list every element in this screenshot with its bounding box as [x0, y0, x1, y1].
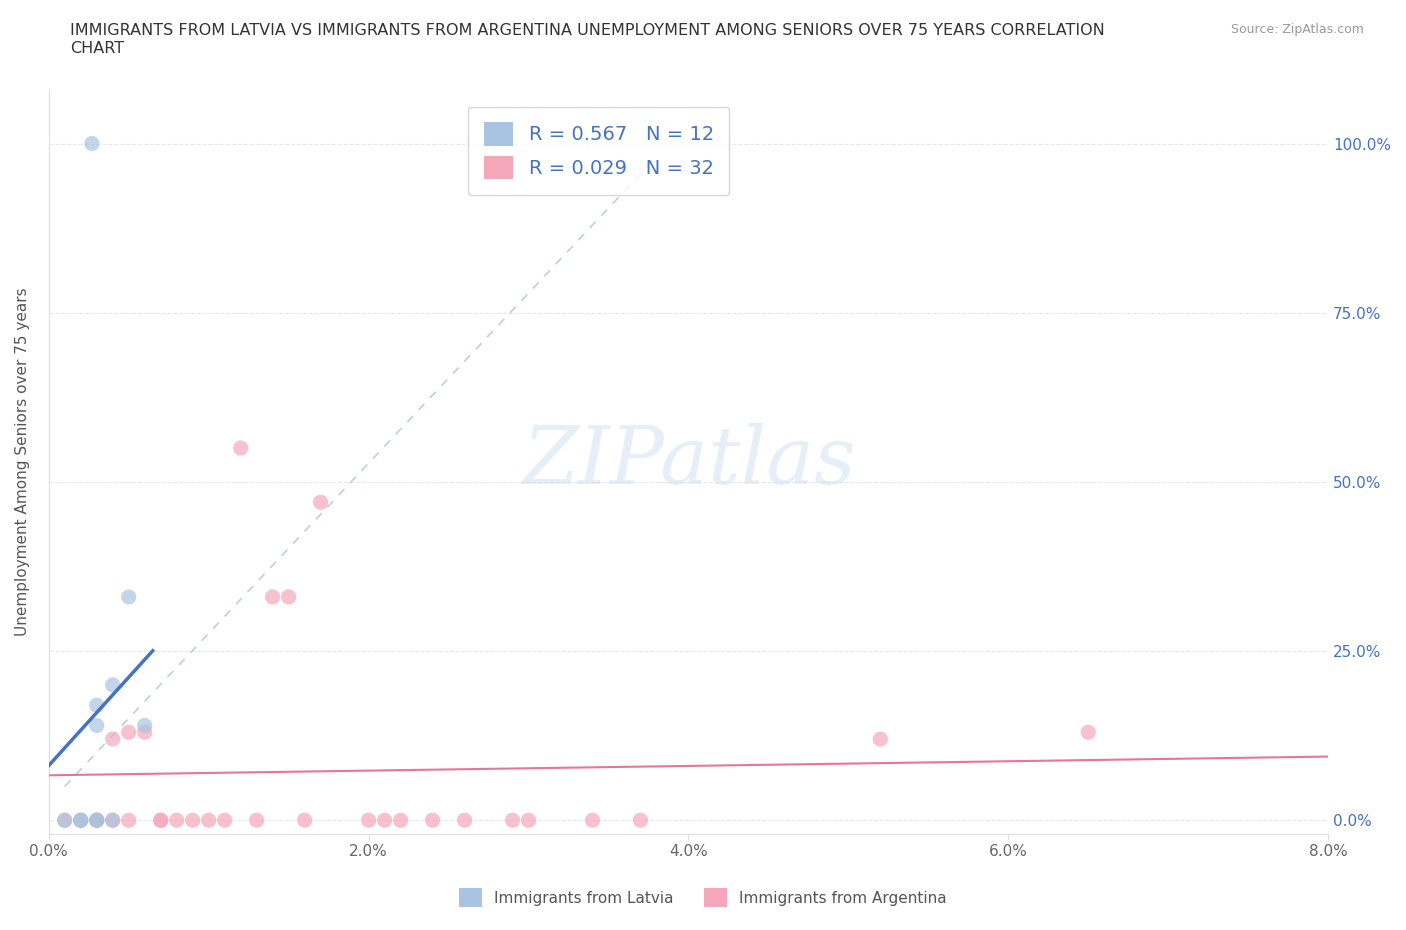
- Text: IMMIGRANTS FROM LATVIA VS IMMIGRANTS FROM ARGENTINA UNEMPLOYMENT AMONG SENIORS O: IMMIGRANTS FROM LATVIA VS IMMIGRANTS FRO…: [70, 23, 1105, 56]
- Point: [134, 724, 156, 739]
- Point: [294, 813, 316, 828]
- Point: [101, 813, 124, 828]
- Point: [86, 813, 108, 828]
- Point: [214, 813, 236, 828]
- Point: [262, 590, 284, 604]
- Point: [86, 813, 108, 828]
- Legend: R = 0.567   N = 12, R = 0.029   N = 32: R = 0.567 N = 12, R = 0.029 N = 32: [468, 107, 730, 195]
- Point: [86, 718, 108, 733]
- Point: [1077, 724, 1099, 739]
- Text: ZIPatlas: ZIPatlas: [522, 423, 855, 500]
- Y-axis label: Unemployment Among Seniors over 75 years: Unemployment Among Seniors over 75 years: [15, 287, 30, 636]
- Point: [118, 724, 141, 739]
- Point: [374, 813, 396, 828]
- Point: [389, 813, 412, 828]
- Legend: Immigrants from Latvia, Immigrants from Argentina: Immigrants from Latvia, Immigrants from …: [453, 883, 953, 913]
- Point: [309, 495, 332, 510]
- Point: [181, 813, 204, 828]
- Point: [229, 441, 252, 456]
- Point: [69, 813, 91, 828]
- Point: [277, 590, 299, 604]
- Point: [101, 813, 124, 828]
- Point: [101, 732, 124, 747]
- Point: [246, 813, 269, 828]
- Point: [357, 813, 380, 828]
- Point: [134, 718, 156, 733]
- Point: [86, 698, 108, 712]
- Point: [69, 813, 91, 828]
- Point: [80, 136, 103, 151]
- Point: [197, 813, 219, 828]
- Point: [149, 813, 172, 828]
- Point: [118, 590, 141, 604]
- Point: [86, 813, 108, 828]
- Point: [422, 813, 444, 828]
- Point: [869, 732, 891, 747]
- Point: [69, 813, 91, 828]
- Point: [517, 813, 540, 828]
- Point: [149, 813, 172, 828]
- Point: [166, 813, 188, 828]
- Text: Source: ZipAtlas.com: Source: ZipAtlas.com: [1230, 23, 1364, 36]
- Point: [453, 813, 475, 828]
- Point: [630, 813, 652, 828]
- Point: [502, 813, 524, 828]
- Point: [53, 813, 76, 828]
- Point: [118, 813, 141, 828]
- Point: [581, 813, 603, 828]
- Point: [101, 677, 124, 692]
- Point: [86, 813, 108, 828]
- Point: [53, 813, 76, 828]
